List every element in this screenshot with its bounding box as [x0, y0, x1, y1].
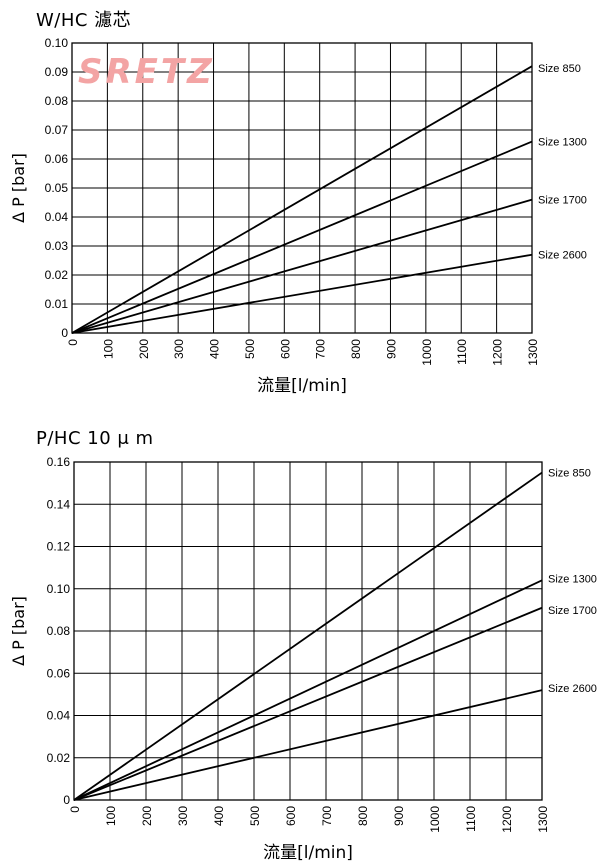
chart-1-series-label: Size 1700 [538, 195, 587, 207]
chart-2-y-tick-label: 0.16 [47, 455, 71, 469]
chart-2-x-tick-label: 200 [140, 806, 154, 826]
chart-1-y-tick-label: 0 [61, 326, 68, 340]
chart-2-x-tick-label: 0 [68, 806, 82, 813]
chart-2-x-tick-label: 800 [356, 806, 370, 826]
chart-2-x-tick-label: 700 [320, 806, 334, 826]
chart-2-x-axis-label: 流量[l/min] [263, 843, 353, 863]
chart-1-series-label: Size 1300 [538, 137, 587, 149]
chart-1-y-axis-label: Δ P [bar] [9, 153, 28, 223]
chart-2-x-tick-label: 1100 [464, 806, 478, 832]
chart-1-y-tick-label: 0.02 [45, 268, 69, 282]
chart-1-x-axis-label: 流量[l/min] [257, 376, 347, 396]
chart-2-y-tick-label: 0.08 [47, 624, 71, 638]
chart-1-y-tick-label: 0.06 [45, 152, 69, 166]
chart-1-x-tick-label: 700 [314, 339, 328, 359]
chart-1-x-tick-label: 100 [101, 339, 115, 359]
chart-1-x-tick-label: 1000 [420, 339, 434, 366]
chart-1-series-label: Size 850 [538, 63, 581, 75]
chart-1-x-tick-label: 200 [137, 339, 151, 359]
chart-2-y-tick-label: 0 [63, 793, 70, 807]
chart-2-series-line [73, 606, 543, 801]
chart-2: 0 100 200 300 400 500 600 700 800 900 1000 1100 1200… [9, 455, 597, 863]
chart-2-x-tick-label: 400 [212, 806, 226, 826]
chart-2-series-label: Size 850 [548, 468, 591, 480]
chart-2-x-tick-label: 900 [392, 806, 406, 826]
chart-1-y-tick-label: 0.04 [45, 210, 69, 224]
chart-2-series-line [73, 579, 543, 801]
chart-1-plot-frame [71, 42, 533, 334]
chart-1-series-line [71, 253, 533, 334]
chart-1-x-tick-label: 800 [349, 339, 363, 359]
watermark-logo: SRETZ [78, 52, 215, 92]
chart-2-y-tick-label: 0.02 [47, 751, 71, 765]
chart-1-x-tick-label: 300 [172, 339, 186, 359]
chart-2-series-label: Size 1700 [548, 605, 597, 617]
chart-1: 0 100 200 300 400 500 600 700 800 900 1000 1100 1200… [9, 36, 587, 396]
chart-2-x-tick-label: 600 [284, 806, 298, 826]
chart-1-x-tick-label: 600 [278, 339, 292, 359]
chart-1-series-line [71, 65, 533, 334]
chart-2-series-label: Size 2600 [548, 683, 597, 695]
chart-2-y-axis-label: Δ P [bar] [9, 596, 28, 666]
chart-1-y-tick-label: 0.09 [45, 65, 69, 79]
chart-2-y-tick-label: 0.10 [47, 582, 71, 596]
chart-2-x-tick-label: 1200 [500, 806, 514, 833]
chart-1-x-tick-label: 0 [66, 339, 80, 346]
chart-2-y-tick-label: 0.04 [47, 709, 71, 723]
chart-2-series-label: Size 1300 [548, 573, 597, 585]
chart-2-x-tick-label: 300 [176, 806, 190, 826]
chart-1-title: W/HC 濾芯 [36, 10, 132, 31]
chart-2-plot-frame [73, 461, 543, 801]
chart-2-series-line [73, 471, 543, 801]
chart-1-x-tick-label: 1200 [491, 339, 505, 366]
chart-1-series-line [71, 140, 533, 334]
chart-1-y-tick-label: 0.08 [45, 94, 69, 108]
chart-2-y-tick-label: 0.14 [47, 497, 71, 511]
chart-1-x-tick-label: 400 [208, 339, 222, 359]
chart-1-y-tick-label: 0.07 [45, 123, 69, 137]
chart-1-y-tick-label: 0.05 [45, 181, 69, 195]
chart-1-x-tick-label: 1100 [455, 339, 469, 365]
chart-1-y-tick-label: 0.01 [45, 297, 69, 311]
chart-2-x-tick-label: 500 [248, 806, 262, 826]
chart-1-series-line [71, 198, 533, 334]
chart-2-x-tick-label: 1000 [428, 806, 442, 833]
chart-1-x-tick-label: 900 [384, 339, 398, 359]
chart-2-x-tick-label: 100 [104, 806, 118, 826]
chart-2-title: P/HC 10 μ m [36, 428, 154, 449]
chart-2-x-tick-label: 1300 [536, 806, 550, 833]
chart-2-y-tick-label: 0.12 [47, 540, 71, 554]
chart-1-series-label: Size 2600 [538, 250, 587, 262]
chart-1-y-tick-label: 0.10 [45, 36, 69, 50]
chart-1-y-tick-label: 0.03 [45, 239, 69, 253]
chart-1-x-tick-label: 500 [243, 339, 257, 359]
chart-1-x-tick-label: 1300 [526, 339, 540, 366]
chart-2-series-line [73, 689, 543, 801]
chart-2-y-tick-label: 0.06 [47, 666, 71, 680]
